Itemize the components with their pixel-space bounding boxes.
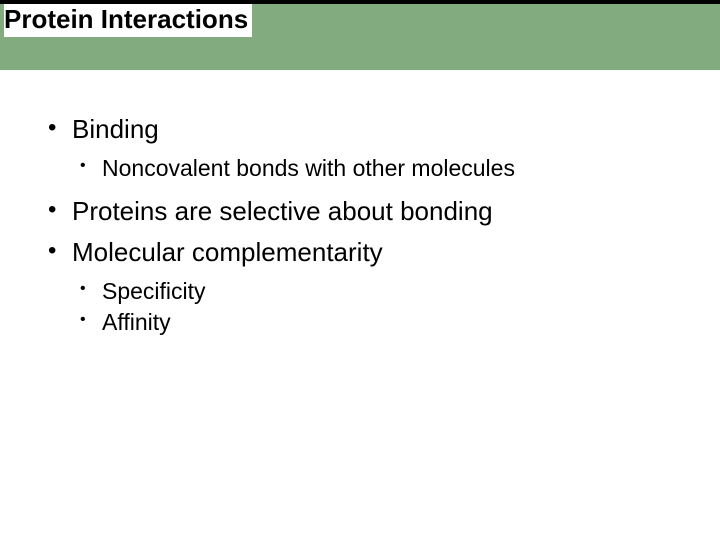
slide: Protein Interactions Binding Noncovalent… <box>0 0 720 540</box>
bullet-text: Binding <box>72 114 159 144</box>
bullet-text: Specificity <box>102 278 206 304</box>
bullet-text: Proteins are selective about bonding <box>72 196 493 226</box>
list-item: Specificity <box>72 276 680 307</box>
content-area: Binding Noncovalent bonds with other mol… <box>0 70 720 338</box>
bullet-text: Affinity <box>102 309 171 335</box>
bullet-list-level2: Specificity Affinity <box>72 276 680 338</box>
list-item: Proteins are selective about bonding <box>44 194 680 229</box>
bullet-list-level1: Binding Noncovalent bonds with other mol… <box>44 112 680 338</box>
bullet-text: Noncovalent bonds with other molecules <box>102 155 515 181</box>
title-bar: Protein Interactions <box>0 0 720 70</box>
list-item: Binding Noncovalent bonds with other mol… <box>44 112 680 184</box>
list-item: Noncovalent bonds with other molecules <box>72 153 680 184</box>
list-item: Molecular complementarity Specificity Af… <box>44 235 680 338</box>
slide-title: Protein Interactions <box>4 4 252 37</box>
list-item: Affinity <box>72 307 680 338</box>
bullet-list-level2: Noncovalent bonds with other molecules <box>72 153 680 184</box>
bullet-text: Molecular complementarity <box>72 237 383 267</box>
